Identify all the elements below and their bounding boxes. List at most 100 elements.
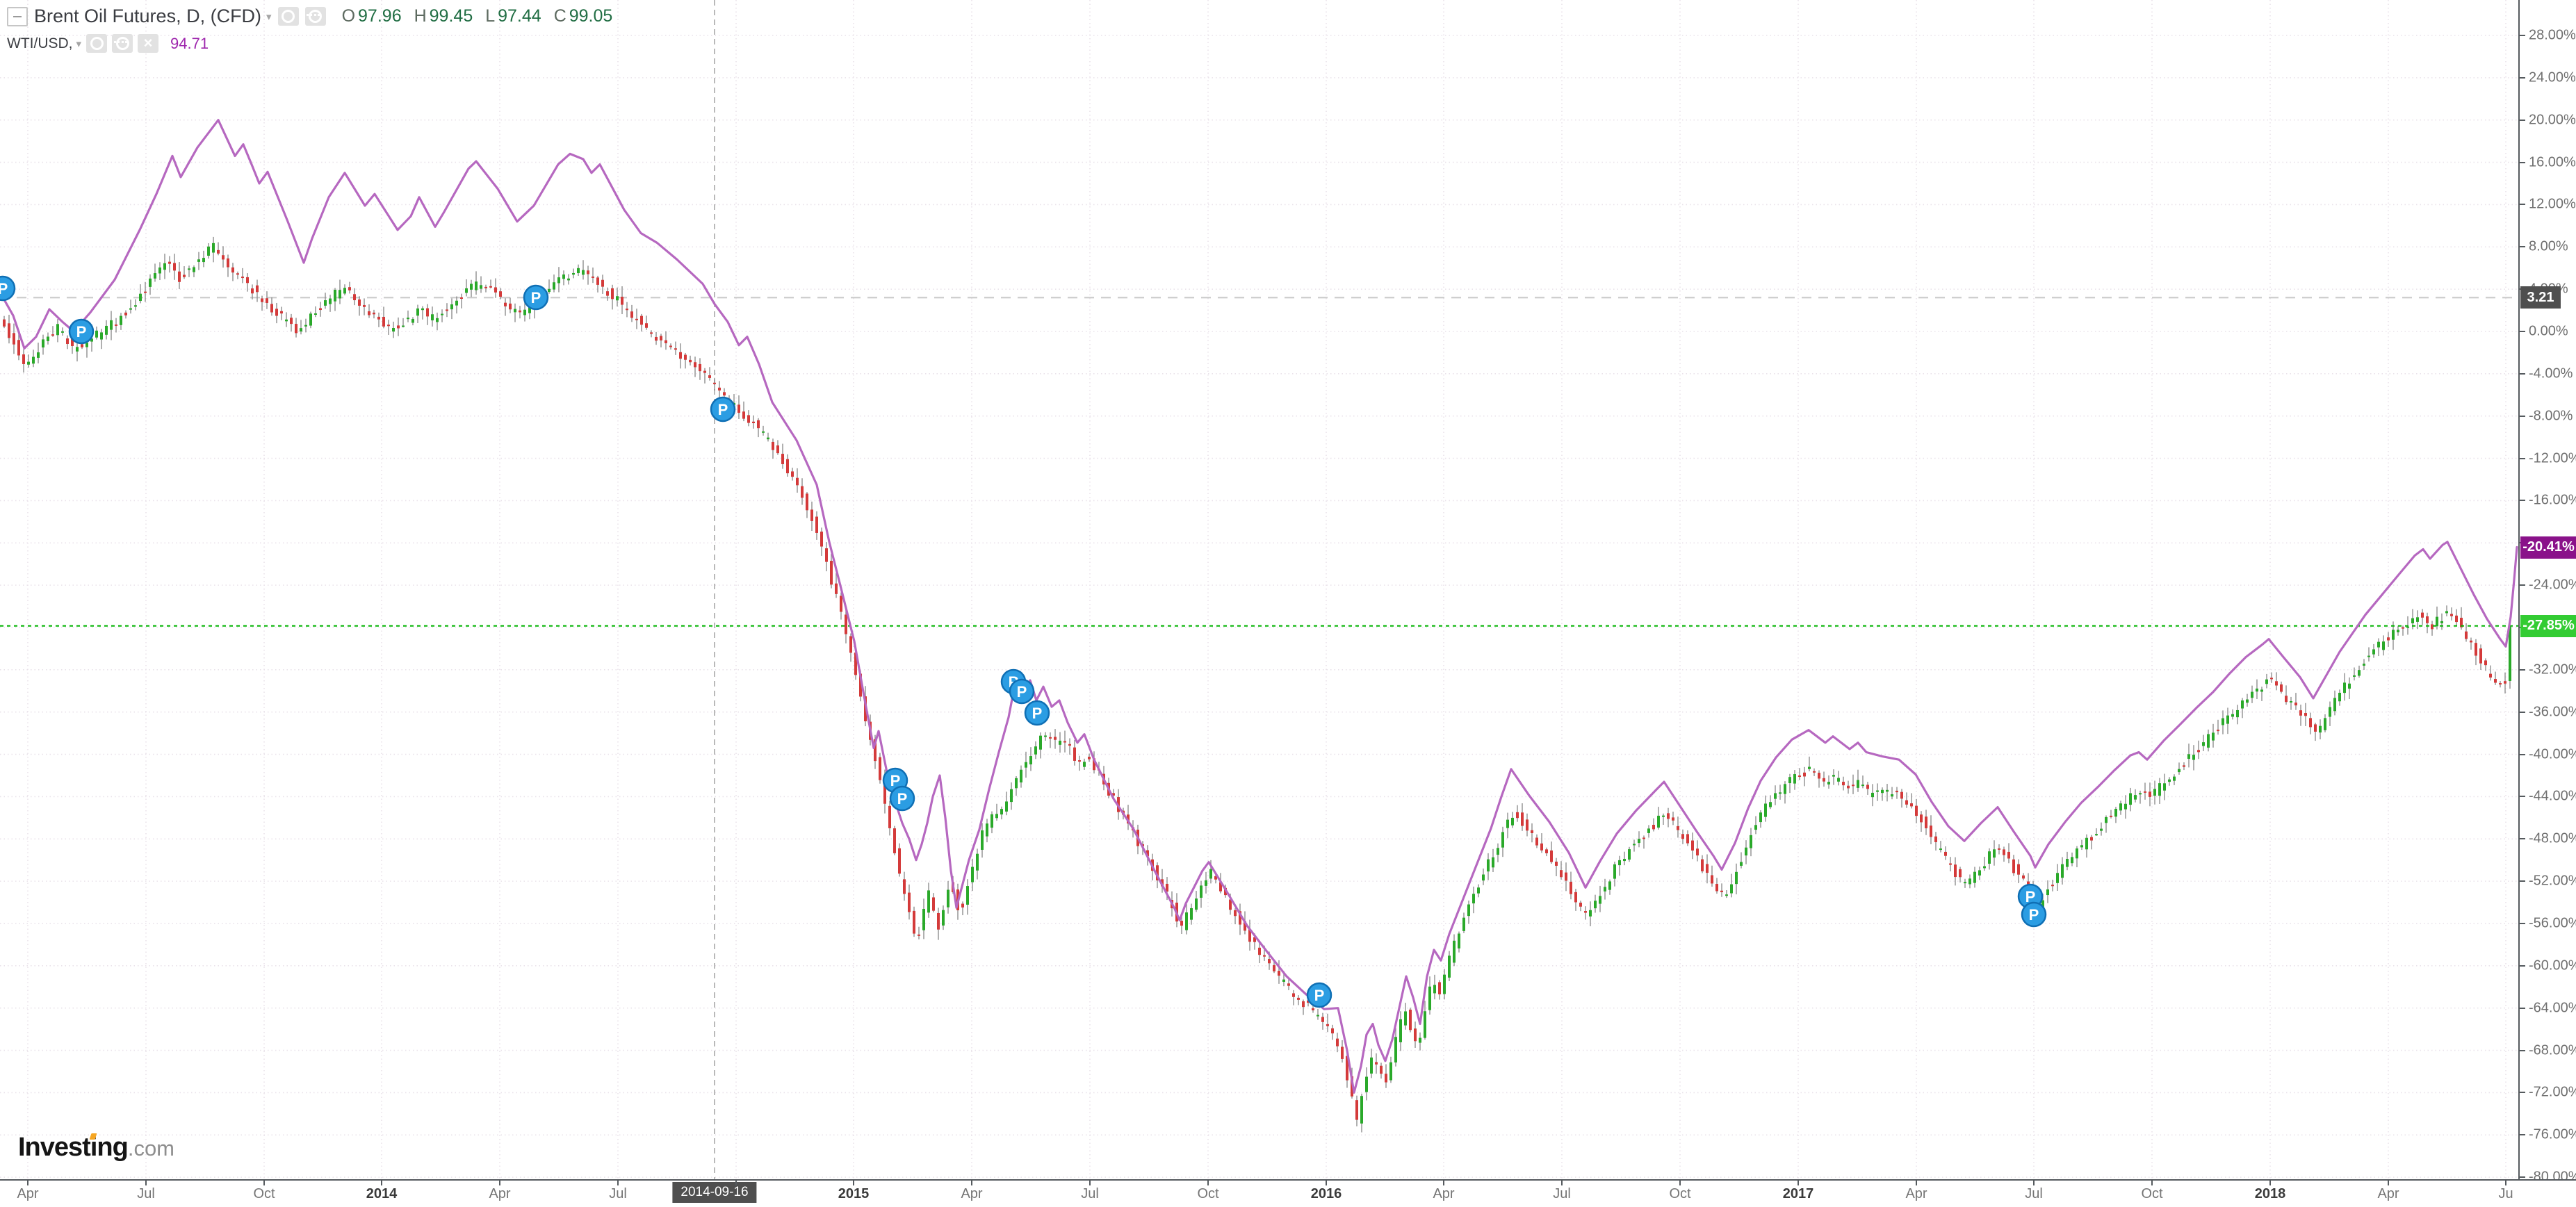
- svg-text:P: P: [0, 280, 8, 297]
- x-axis-tick: [1089, 1181, 1091, 1185]
- x-axis-label: Jul: [2025, 1186, 2043, 1201]
- y-axis-label: -64.00%: [2529, 1000, 2576, 1016]
- compare-symbol[interactable]: WTI/USD,: [7, 35, 73, 51]
- ohlc-readout: O 97.96 H 99.45 L 97.44 C 99.05: [342, 6, 623, 26]
- y-axis-label: -8.00%: [2529, 408, 2573, 424]
- close-icon: ×: [143, 33, 153, 51]
- high-value: 99.45: [429, 6, 473, 26]
- wti-line-series[interactable]: [0, 119, 2518, 1094]
- x-axis-tick: [735, 1181, 737, 1185]
- position-marker-icon[interactable]: [1024, 700, 1050, 726]
- x-axis-tick: [1207, 1181, 1209, 1185]
- y-axis-tick: [2520, 753, 2525, 755]
- price-tag-brent: -27.85%: [2520, 614, 2576, 637]
- svg-text:P: P: [531, 289, 541, 306]
- position-marker-icon[interactable]: [2021, 901, 2047, 928]
- y-axis-label: 0.00%: [2529, 323, 2568, 339]
- brent-candles-series[interactable]: [3, 236, 2511, 1133]
- y-axis-label: 8.00%: [2529, 238, 2568, 254]
- x-axis-tick: [145, 1181, 147, 1185]
- y-axis-label: -40.00%: [2529, 746, 2576, 762]
- x-axis-label: Oct: [253, 1186, 275, 1201]
- x-axis-tick: [27, 1181, 28, 1185]
- y-axis-tick: [2520, 246, 2525, 248]
- settings-button[interactable]: [112, 34, 133, 53]
- position-marker-icon[interactable]: [710, 396, 736, 422]
- x-axis-label: 2018: [2254, 1186, 2286, 1201]
- svg-text:P: P: [76, 323, 87, 340]
- svg-text:P: P: [1032, 705, 1043, 722]
- x-axis-label: Apr: [489, 1186, 511, 1201]
- price-chart-canvas[interactable]: PPPPPPPPPPPP: [0, 0, 2518, 1179]
- y-axis-label: -60.00%: [2529, 958, 2576, 974]
- y-axis-tick: [2520, 1092, 2525, 1094]
- y-axis-tick: [2520, 880, 2525, 882]
- svg-text:P: P: [897, 790, 908, 807]
- y-axis-tick: [2520, 119, 2525, 121]
- remove-series-button[interactable]: ×: [138, 33, 159, 53]
- date-tag: 2014-09-16: [672, 1182, 757, 1203]
- y-axis-tick: [2520, 922, 2525, 924]
- y-axis-label: -24.00%: [2529, 577, 2576, 593]
- y-axis-label: 24.00%: [2529, 69, 2576, 85]
- compare-value: 94.71: [170, 34, 209, 52]
- y-axis-label: -72.00%: [2529, 1084, 2576, 1100]
- y-axis-label: -48.00%: [2529, 830, 2576, 846]
- y-axis-label: -76.00%: [2529, 1126, 2576, 1142]
- svg-text:P: P: [890, 772, 901, 789]
- price-axis[interactable]: 28.00%24.00%20.00%16.00%12.00%8.00%4.00%…: [2518, 0, 2576, 1185]
- x-axis-tick: [381, 1181, 382, 1185]
- minus-icon: [13, 15, 22, 17]
- y-axis-tick: [2520, 1049, 2525, 1051]
- gear-icon: [307, 10, 323, 23]
- position-marker-icon[interactable]: [1009, 678, 1035, 705]
- y-axis-tick: [2520, 1176, 2525, 1179]
- x-axis-tick: [617, 1181, 619, 1185]
- logo-suffix: .com: [127, 1136, 175, 1160]
- visibility-toggle-button[interactable]: [86, 34, 108, 53]
- x-axis-tick: [2505, 1181, 2506, 1185]
- position-marker-icon[interactable]: [889, 785, 915, 812]
- time-axis[interactable]: 2014-09-16 Apr Jul Oct 2014 Apr Jul 2015 Apr Jul…: [0, 1179, 2576, 1207]
- x-axis-tick: [1798, 1181, 1799, 1185]
- position-marker-icon[interactable]: [1306, 982, 1332, 1008]
- legend-row-wti: WTI/USD, ▾ × 94.71: [7, 34, 622, 53]
- chevron-down-icon[interactable]: ▾: [76, 38, 82, 50]
- logo-text: Investing: [18, 1133, 129, 1162]
- svg-text:P: P: [2029, 906, 2039, 923]
- x-axis-tick: [1326, 1181, 1327, 1185]
- chevron-down-icon[interactable]: ▾: [266, 10, 272, 23]
- y-axis-tick: [2520, 838, 2525, 840]
- svg-text:P: P: [718, 401, 728, 418]
- y-axis-tick: [2520, 76, 2525, 79]
- position-marker-icon[interactable]: [68, 318, 95, 345]
- y-axis-label: -52.00%: [2529, 873, 2576, 889]
- x-axis-label: Jul: [609, 1186, 627, 1201]
- x-axis-label: 2015: [838, 1186, 870, 1201]
- y-axis-tick: [2520, 711, 2525, 713]
- close-label: C: [553, 6, 566, 26]
- legend: Brent Oil Futures, D, (CFD) ▾ O 97.96 H …: [7, 6, 622, 53]
- position-marker-icon[interactable]: [0, 275, 16, 302]
- investing-logo[interactable]: Investing.com: [18, 1133, 174, 1163]
- y-axis-label: 20.00%: [2529, 112, 2576, 128]
- chart-title[interactable]: Brent Oil Futures, D, (CFD): [34, 6, 262, 26]
- x-axis-label: Apr: [1433, 1186, 1455, 1201]
- gridlines: [0, 0, 2518, 1179]
- y-axis-label: 28.00%: [2529, 27, 2576, 43]
- settings-button[interactable]: [304, 7, 326, 26]
- legend-row-brent: Brent Oil Futures, D, (CFD) ▾ O 97.96 H …: [7, 6, 622, 27]
- visibility-toggle-button[interactable]: [277, 7, 299, 26]
- position-marker-icon[interactable]: [523, 284, 549, 311]
- position-markers[interactable]: PPPPPPPPPPPP: [0, 275, 2047, 1008]
- y-axis-label: -56.00%: [2529, 915, 2576, 931]
- x-axis-tick: [2388, 1181, 2389, 1185]
- x-axis-tick: [499, 1181, 500, 1185]
- collapse-legend-button[interactable]: [7, 6, 28, 26]
- svg-text:P: P: [1017, 683, 1027, 700]
- logo-i-orange-dot: i: [90, 1133, 98, 1162]
- x-axis-tick: [2151, 1181, 2153, 1185]
- gear-icon: [113, 37, 129, 50]
- y-axis-tick: [2520, 415, 2525, 417]
- x-axis-label: Oct: [1669, 1186, 1691, 1201]
